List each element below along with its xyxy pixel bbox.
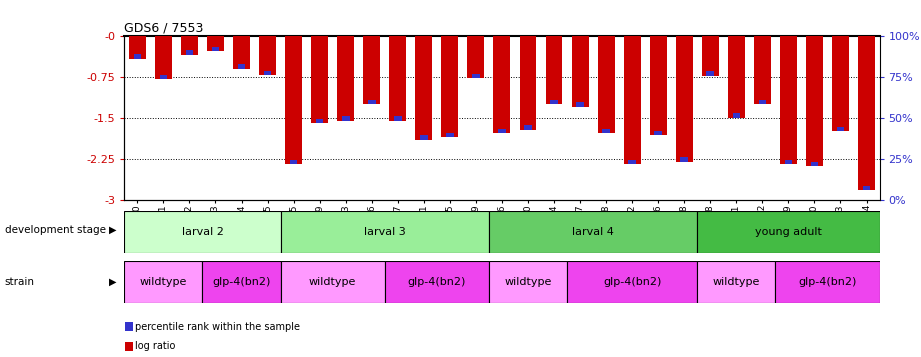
Bar [233, 36, 250, 69]
Text: GDS6 / 7553: GDS6 / 7553 [124, 21, 204, 35]
Bar [446, 132, 454, 137]
Bar [311, 36, 328, 123]
Bar [498, 129, 506, 133]
Bar [263, 71, 272, 75]
Text: wildtype: wildtype [713, 277, 760, 287]
Bar [489, 261, 567, 303]
Bar [624, 36, 641, 164]
Bar [155, 36, 172, 80]
Bar [420, 135, 427, 140]
Bar [602, 129, 610, 133]
Bar [577, 102, 584, 107]
Bar [207, 36, 224, 51]
Text: percentile rank within the sample: percentile rank within the sample [135, 322, 300, 332]
Text: wildtype: wildtype [505, 277, 552, 287]
Bar [655, 131, 662, 135]
Bar [238, 64, 245, 69]
Bar [394, 116, 402, 121]
Bar [806, 36, 822, 166]
Text: ▶: ▶ [109, 225, 116, 235]
Bar [754, 36, 771, 104]
Bar [281, 211, 489, 253]
Bar [134, 54, 141, 59]
Bar [780, 36, 797, 164]
Bar [759, 100, 766, 104]
Text: development stage: development stage [5, 225, 106, 235]
Bar [337, 36, 355, 121]
Text: ▶: ▶ [109, 277, 116, 287]
Bar [281, 261, 385, 303]
Bar [367, 100, 376, 104]
Text: glp-4(bn2): glp-4(bn2) [213, 277, 271, 287]
Bar [342, 116, 349, 121]
Bar [697, 211, 880, 253]
Bar [863, 186, 870, 190]
Bar [545, 36, 563, 104]
Bar [681, 157, 688, 162]
Bar [649, 36, 667, 135]
Bar [316, 119, 323, 123]
Text: strain: strain [5, 277, 35, 287]
Text: glp-4(bn2): glp-4(bn2) [603, 277, 661, 287]
Bar [676, 36, 693, 162]
Text: young adult: young adult [755, 227, 822, 237]
Text: log ratio: log ratio [135, 341, 176, 351]
Bar [628, 160, 636, 164]
Bar [181, 36, 198, 55]
Bar [550, 100, 558, 104]
Bar [468, 36, 484, 79]
Bar [598, 36, 614, 133]
Bar [728, 36, 745, 118]
Text: larval 4: larval 4 [572, 227, 614, 237]
Bar [212, 47, 219, 51]
Bar [697, 261, 775, 303]
Bar [390, 36, 406, 121]
Bar [385, 261, 489, 303]
Text: larval 2: larval 2 [181, 227, 224, 237]
Bar [832, 36, 849, 131]
Bar [858, 36, 875, 190]
Bar [494, 36, 510, 133]
Bar [702, 36, 718, 76]
Bar [186, 50, 193, 55]
Bar [810, 162, 818, 166]
Text: larval 3: larval 3 [364, 227, 405, 237]
Bar [519, 36, 536, 130]
Bar [524, 125, 531, 130]
Text: glp-4(bn2): glp-4(bn2) [408, 277, 466, 287]
Bar [290, 160, 297, 164]
Bar [415, 36, 432, 140]
Text: glp-4(bn2): glp-4(bn2) [799, 277, 857, 287]
Bar [259, 36, 276, 75]
Bar [286, 36, 302, 164]
Bar [706, 71, 714, 76]
Bar [775, 261, 880, 303]
Bar [159, 75, 168, 80]
Bar [785, 160, 792, 164]
Bar [124, 261, 203, 303]
Bar [489, 211, 697, 253]
Bar [203, 261, 281, 303]
Bar [363, 36, 380, 104]
Bar [129, 36, 146, 59]
Bar [125, 322, 133, 331]
Bar [125, 342, 133, 351]
Bar [124, 211, 281, 253]
Bar [836, 127, 845, 131]
Text: wildtype: wildtype [309, 277, 356, 287]
Bar [732, 114, 740, 118]
Bar [441, 36, 459, 137]
Bar [472, 74, 480, 79]
Bar [567, 261, 697, 303]
Bar [572, 36, 589, 107]
Text: wildtype: wildtype [140, 277, 187, 287]
